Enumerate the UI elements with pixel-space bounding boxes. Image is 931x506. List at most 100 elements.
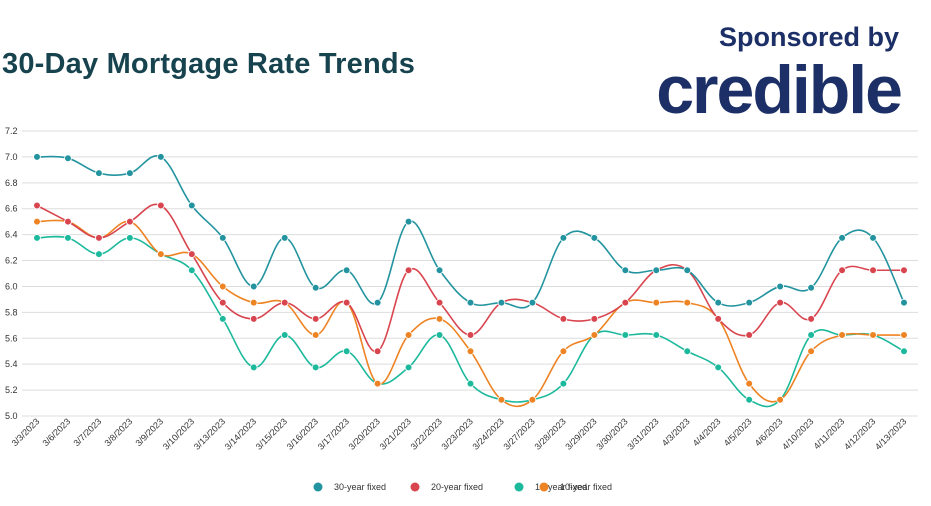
data-point-30-year-fixed bbox=[590, 234, 599, 242]
x-axis-ticks: 3/3/2023 3/6/2023 3/7/2023 3/8/2023 3/9/2023… bbox=[10, 416, 909, 451]
x-tick-label: 3/7/2023 bbox=[71, 416, 103, 448]
data-point-10-year-fixed bbox=[33, 217, 41, 226]
y-tick-label: 5.2 bbox=[5, 385, 18, 395]
legend-label: 30-year fixed bbox=[334, 482, 386, 492]
data-point-30-year-fixed bbox=[95, 169, 103, 177]
data-point-30-year-fixed bbox=[900, 298, 908, 307]
data-point-10-year-fixed bbox=[249, 298, 258, 307]
data-point-10-year-fixed bbox=[807, 347, 815, 356]
x-tick-label: 3/30/2023 bbox=[594, 416, 629, 451]
data-point-15-year-fixed bbox=[807, 331, 815, 339]
x-tick-label: 3/14/2023 bbox=[223, 416, 258, 451]
data-point-10-year-fixed bbox=[869, 331, 877, 339]
y-tick-label: 6.0 bbox=[5, 281, 18, 291]
data-point-15-year-fixed bbox=[280, 331, 289, 339]
x-tick-label: 3/16/2023 bbox=[285, 416, 320, 451]
y-tick-label: 5.8 bbox=[5, 307, 18, 317]
y-axis-ticks: 5.0 5.2 5.4 5.6 5.8 6.0 6.2 6.4 6.6 6.8 7.0 7.2 bbox=[5, 126, 18, 421]
data-point-20-year-fixed bbox=[869, 266, 877, 275]
data-point-15-year-fixed bbox=[188, 266, 196, 275]
data-point-20-year-fixed bbox=[188, 250, 196, 258]
data-point-30-year-fixed bbox=[249, 282, 258, 291]
grid-lines bbox=[22, 130, 918, 417]
x-tick-label: 4/5/2023 bbox=[722, 416, 754, 448]
legend-marker bbox=[539, 482, 549, 492]
legend: 30-year fixed 20-year fixed 15-year fixed1… bbox=[313, 482, 612, 492]
x-tick-label: 3/9/2023 bbox=[133, 416, 165, 448]
data-point-20-year-fixed bbox=[33, 201, 41, 210]
data-point-30-year-fixed bbox=[528, 298, 537, 307]
data-point-30-year-fixed bbox=[497, 298, 506, 307]
data-point-20-year-fixed bbox=[126, 217, 134, 226]
legend-marker bbox=[514, 482, 524, 492]
data-point-20-year-fixed bbox=[807, 315, 815, 323]
data-point-10-year-fixed bbox=[373, 379, 382, 388]
series-line-10-year-fixed bbox=[36, 219, 904, 408]
data-point-15-year-fixed bbox=[342, 347, 351, 356]
x-tick-label: 3/21/2023 bbox=[378, 416, 413, 451]
data-point-20-year-fixed bbox=[714, 315, 723, 323]
data-point-15-year-fixed bbox=[745, 396, 753, 404]
data-point-10-year-fixed bbox=[590, 331, 599, 339]
data-point-30-year-fixed bbox=[33, 153, 41, 161]
data-point-10-year-fixed bbox=[218, 282, 227, 291]
x-tick-label: 3/10/2023 bbox=[161, 416, 196, 451]
data-point-30-year-fixed bbox=[188, 201, 196, 210]
data-point-10-year-fixed bbox=[466, 347, 475, 356]
data-point-20-year-fixed bbox=[776, 298, 784, 307]
series-points bbox=[33, 153, 908, 404]
x-tick-label: 4/3/2023 bbox=[660, 416, 692, 448]
data-point-30-year-fixed bbox=[280, 234, 289, 242]
x-tick-label: 3/22/2023 bbox=[409, 416, 444, 451]
data-point-15-year-fixed bbox=[126, 234, 134, 242]
data-point-15-year-fixed bbox=[33, 234, 41, 242]
data-point-10-year-fixed bbox=[311, 331, 320, 339]
data-point-15-year-fixed bbox=[218, 315, 227, 323]
data-point-30-year-fixed bbox=[745, 298, 753, 307]
data-point-10-year-fixed bbox=[900, 331, 908, 339]
data-point-30-year-fixed bbox=[342, 266, 351, 275]
data-point-20-year-fixed bbox=[311, 315, 320, 323]
data-point-20-year-fixed bbox=[838, 266, 846, 275]
data-point-30-year-fixed bbox=[373, 298, 382, 307]
data-point-10-year-fixed bbox=[528, 396, 537, 404]
data-point-20-year-fixed bbox=[590, 315, 599, 323]
x-tick-label: 3/8/2023 bbox=[102, 416, 134, 448]
data-point-15-year-fixed bbox=[64, 234, 72, 242]
data-point-10-year-fixed bbox=[497, 396, 506, 404]
y-tick-label: 6.8 bbox=[5, 178, 18, 188]
data-point-10-year-fixed bbox=[435, 315, 444, 323]
data-point-20-year-fixed bbox=[745, 331, 753, 339]
data-point-15-year-fixed bbox=[559, 379, 568, 388]
x-tick-label: 3/27/2023 bbox=[501, 416, 536, 451]
data-point-10-year-fixed bbox=[683, 298, 692, 307]
data-point-20-year-fixed bbox=[218, 298, 227, 307]
data-point-30-year-fixed bbox=[683, 266, 692, 275]
series-line-30-year-fixed bbox=[36, 155, 905, 309]
data-point-20-year-fixed bbox=[900, 266, 908, 275]
data-point-15-year-fixed bbox=[652, 331, 661, 339]
x-tick-label: 3/31/2023 bbox=[625, 416, 660, 451]
data-point-10-year-fixed bbox=[652, 298, 661, 307]
data-point-20-year-fixed bbox=[373, 347, 382, 356]
x-tick-label: 3/13/2023 bbox=[192, 416, 227, 451]
data-point-30-year-fixed bbox=[126, 169, 134, 177]
data-point-30-year-fixed bbox=[838, 234, 846, 242]
x-tick-label: 3/20/2023 bbox=[347, 416, 382, 451]
page-title: 30-Day Mortgage Rate Trends bbox=[2, 48, 416, 80]
data-point-10-year-fixed bbox=[745, 379, 753, 388]
legend-marker bbox=[313, 482, 323, 492]
y-tick-label: 7.0 bbox=[5, 152, 18, 162]
data-point-30-year-fixed bbox=[869, 234, 877, 242]
data-point-15-year-fixed bbox=[95, 250, 103, 258]
data-point-15-year-fixed bbox=[404, 363, 413, 372]
x-tick-label: 3/15/2023 bbox=[254, 416, 289, 451]
data-point-15-year-fixed bbox=[466, 379, 475, 388]
data-point-30-year-fixed bbox=[218, 234, 227, 242]
data-point-20-year-fixed bbox=[64, 217, 72, 226]
x-tick-label: 3/23/2023 bbox=[440, 416, 475, 451]
data-point-20-year-fixed bbox=[342, 298, 351, 307]
data-point-15-year-fixed bbox=[311, 363, 320, 372]
data-point-30-year-fixed bbox=[652, 266, 661, 275]
